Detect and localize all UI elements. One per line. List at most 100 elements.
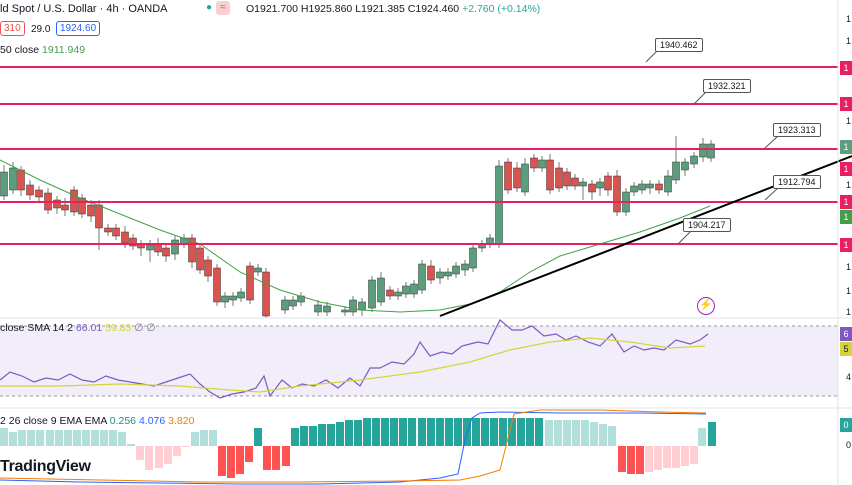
macd-legend[interactable]: 2 26 close 9 EMA EMA 0.256 4.076 3.820	[0, 415, 194, 427]
price-axis-label: 1	[840, 238, 852, 252]
symbol-title[interactable]: ld Spot / U.S. Dollar · 4h · OANDA	[0, 3, 168, 15]
candle-body	[672, 161, 680, 181]
candle-body	[281, 299, 289, 311]
candle	[180, 234, 188, 248]
macd-bar	[481, 418, 489, 446]
macd-bar	[445, 418, 453, 446]
wave-icon[interactable]: ≈	[216, 1, 230, 15]
candle-body	[146, 244, 154, 251]
candle-body	[229, 295, 237, 301]
candle	[486, 234, 494, 248]
candle	[229, 292, 237, 306]
level-annotation[interactable]: 1904.217	[683, 218, 731, 232]
rsi-axis-label: 6	[840, 327, 852, 341]
macd-bar	[100, 430, 108, 446]
candle	[171, 236, 179, 260]
candle	[0, 165, 8, 200]
candle	[254, 264, 262, 276]
rsi-value: 66.01	[75, 322, 103, 334]
macd-bar	[345, 420, 353, 446]
level-annotation[interactable]: 1932.321	[703, 79, 751, 93]
candle-body	[555, 167, 563, 189]
candle-body	[427, 265, 435, 281]
candle	[495, 160, 503, 248]
macd-bar	[645, 446, 653, 472]
horizontal-level-lines[interactable]	[0, 66, 838, 245]
macd-bar	[381, 418, 389, 446]
price-axis-tick: 1	[845, 262, 851, 272]
level-annotation[interactable]: 1912.794	[773, 175, 821, 189]
macd-bar	[690, 446, 698, 464]
candle-body	[444, 271, 452, 277]
ohlc-change: +2.760 (+0.14%)	[462, 3, 541, 15]
macd-bar	[155, 446, 163, 468]
macd-bar	[227, 446, 235, 478]
price-axis-label: 1	[840, 210, 852, 224]
candle	[504, 158, 512, 194]
candle	[530, 154, 538, 172]
level-annotation[interactable]: 1940.462	[655, 38, 703, 52]
macd-bar	[18, 430, 26, 446]
candle-body	[630, 185, 638, 193]
sma-legend-value: 1911.949	[42, 44, 86, 56]
candle	[87, 200, 95, 222]
candle	[129, 234, 137, 250]
candle	[188, 234, 196, 268]
macd-bar	[27, 430, 35, 446]
candle-body	[461, 263, 469, 271]
macd-value: 4.076	[138, 415, 166, 427]
candle	[707, 140, 715, 162]
candle-body	[262, 271, 270, 317]
macd-legend-label: 2 26 close 9 EMA EMA	[0, 415, 107, 427]
macd-bar	[318, 424, 326, 446]
macd-bar	[408, 418, 416, 446]
candle-body	[237, 291, 245, 299]
macd-signal-value: 3.820	[168, 415, 195, 427]
macd-bar	[127, 444, 135, 446]
candle-body	[171, 239, 179, 255]
candle-body	[196, 247, 204, 271]
macd-bar	[535, 418, 543, 446]
candle	[314, 300, 322, 316]
candle-body	[469, 247, 477, 269]
macd-bar	[282, 446, 290, 466]
candle	[204, 256, 212, 282]
rsi-legend[interactable]: close SMA 14 2 66.01 59.83 ∅ ∅	[0, 322, 156, 334]
candle	[513, 162, 521, 192]
macd-bar	[554, 420, 562, 446]
candle-body	[78, 197, 86, 215]
macd-bar	[136, 446, 144, 460]
level-annotation[interactable]: 1923.313	[773, 123, 821, 137]
candle	[95, 200, 103, 250]
candle-body	[410, 283, 418, 295]
macd-bar	[390, 418, 398, 446]
sma-legend[interactable]: 50 close 1911.949	[0, 44, 85, 56]
macd-bar	[618, 446, 626, 472]
macd-bar	[245, 446, 253, 462]
bolt-icon[interactable]: ⚡	[697, 297, 715, 315]
candle-body	[638, 183, 646, 191]
macd-bar	[681, 446, 689, 466]
sell-button[interactable]: 310	[0, 21, 25, 36]
macd-bar	[698, 428, 706, 446]
buy-button[interactable]: 1924.60	[56, 21, 101, 36]
candle-body	[538, 159, 546, 169]
candle	[368, 276, 376, 312]
candle	[137, 240, 145, 256]
candle-body	[341, 309, 349, 313]
candle-body	[0, 171, 8, 197]
candle-body	[188, 237, 196, 263]
tradingview-logo[interactable]: TradingView	[0, 458, 91, 476]
candle-body	[699, 143, 707, 158]
candle	[646, 180, 654, 194]
macd-bar	[581, 420, 589, 446]
candle-body	[452, 265, 460, 275]
candle-body	[563, 171, 571, 187]
macd-bar	[636, 446, 644, 474]
macd-bar	[236, 446, 244, 474]
candle-body	[386, 289, 394, 297]
macd-bar	[9, 432, 17, 446]
macd-bar	[209, 430, 217, 446]
candle	[681, 158, 689, 176]
